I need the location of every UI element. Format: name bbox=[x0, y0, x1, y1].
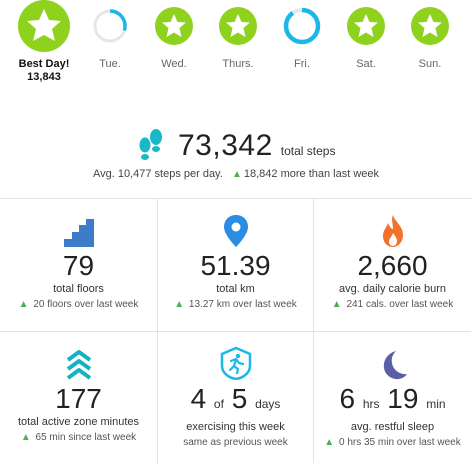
week-summary: Best Day! 13,843 Tue. Wed. Thurs. Fri. bbox=[0, 0, 472, 112]
goal-star-icon bbox=[411, 7, 449, 45]
goal-star-icon bbox=[219, 7, 257, 45]
increase-arrow-icon: ▲ bbox=[18, 299, 29, 310]
exercise-delta: same as previous week bbox=[183, 437, 288, 448]
day-label: Fri. bbox=[294, 58, 310, 70]
steps-delta-text: 18,842 more than last week bbox=[243, 168, 380, 180]
day-label: Sat. bbox=[356, 58, 376, 70]
exercise-of: of bbox=[213, 397, 224, 411]
flame-icon bbox=[382, 215, 403, 247]
azm-value: 177 bbox=[55, 383, 102, 414]
steps-comparison: Avg. 10,477 steps per day. ▲ 18,842 more … bbox=[0, 168, 472, 180]
stairs-icon bbox=[63, 219, 94, 247]
calories-tile[interactable]: 2,660 avg. daily calorie burn ▲ 241 cals… bbox=[314, 199, 471, 331]
goal-star-icon bbox=[347, 7, 385, 45]
sleep-minutes: 19 bbox=[387, 383, 419, 414]
exercise-value: 4 of 5 days bbox=[158, 384, 313, 419]
day-label: Tue. bbox=[99, 58, 121, 70]
exercise-days-count: 4 bbox=[190, 383, 207, 414]
increase-arrow-icon: ▲ bbox=[231, 169, 242, 180]
day-tue[interactable]: Tue. bbox=[86, 0, 134, 70]
sleep-label: avg. restful sleep bbox=[350, 421, 435, 433]
increase-arrow-icon: ▲ bbox=[324, 437, 335, 448]
total-steps-value: 73,342 bbox=[178, 129, 273, 162]
exercise-days-unit: days bbox=[255, 397, 281, 411]
calories-label: avg. daily calorie burn bbox=[338, 283, 446, 295]
sleep-tile[interactable]: 6 hrs 19 min avg. restful sleep ▲ 0 hrs … bbox=[314, 331, 471, 463]
day-fri[interactable]: Fri. bbox=[278, 0, 326, 70]
total-steps-summary: 73,342 total steps Avg. 10,477 steps per… bbox=[0, 118, 472, 198]
sleep-delta: 0 hrs 35 min over last week bbox=[338, 437, 461, 448]
day-thurs[interactable]: Thurs. bbox=[214, 0, 262, 70]
runner-badge-icon bbox=[220, 346, 251, 380]
sleep-hours: 6 bbox=[339, 383, 356, 414]
day-sat[interactable]: Sat. bbox=[342, 0, 390, 70]
sleep-minutes-unit: min bbox=[426, 397, 446, 411]
exercise-days-goal: 5 bbox=[231, 383, 248, 414]
calories-value: 2,660 bbox=[357, 250, 428, 281]
sleep-hours-unit: hrs bbox=[362, 397, 380, 411]
moon-icon bbox=[383, 351, 407, 380]
increase-arrow-icon: ▲ bbox=[20, 432, 31, 443]
footsteps-icon bbox=[139, 129, 162, 160]
day-sun[interactable]: Sun. bbox=[406, 0, 454, 70]
total-steps-unit: total steps bbox=[280, 144, 336, 158]
distance-label: total km bbox=[216, 283, 255, 295]
increase-arrow-icon: ▲ bbox=[174, 299, 185, 310]
chevrons-up-icon bbox=[66, 350, 91, 380]
increase-arrow-icon: ▲ bbox=[331, 299, 342, 310]
day-label: Thurs. bbox=[222, 58, 254, 70]
distance-delta: 13.27 km over last week bbox=[188, 299, 297, 310]
distance-value: 51.39 bbox=[200, 250, 271, 281]
floors-value: 79 bbox=[62, 250, 95, 281]
best-day-steps: 13,843 bbox=[27, 71, 61, 83]
exercise-label: exercising this week bbox=[186, 421, 285, 433]
day-label: Wed. bbox=[161, 58, 187, 70]
floors-tile[interactable]: 79 total floors ▲ 20 floors over last we… bbox=[0, 199, 157, 331]
distance-tile[interactable]: 51.39 total km ▲ 13.27 km over last week bbox=[157, 199, 314, 331]
day-label: Sun. bbox=[418, 58, 442, 70]
progress-ring-icon bbox=[93, 9, 127, 43]
floors-delta: 20 floors over last week bbox=[33, 299, 139, 310]
azm-label: total active zone minutes bbox=[17, 416, 140, 428]
day-wed[interactable]: Wed. bbox=[150, 0, 198, 70]
azm-tile[interactable]: 177 total active zone minutes ▲ 65 min s… bbox=[0, 331, 157, 463]
calories-delta: 241 cals. over last week bbox=[346, 299, 454, 310]
best-day-label: Best Day! bbox=[18, 58, 70, 70]
map-pin-icon bbox=[223, 215, 248, 247]
floors-label: total floors bbox=[53, 283, 104, 295]
exercise-tile[interactable]: 4 of 5 days exercising this week same as… bbox=[157, 331, 314, 463]
avg-steps-text: Avg. 10,477 steps per day. bbox=[92, 168, 223, 180]
stats-grid: 79 total floors ▲ 20 floors over last we… bbox=[0, 198, 472, 466]
goal-star-icon bbox=[18, 0, 70, 52]
progress-ring-icon bbox=[283, 7, 321, 45]
goal-star-icon bbox=[155, 7, 193, 45]
azm-delta: 65 min since last week bbox=[35, 432, 137, 443]
day-best[interactable]: Best Day! 13,843 bbox=[16, 0, 72, 84]
sleep-value: 6 hrs 19 min bbox=[314, 384, 471, 419]
